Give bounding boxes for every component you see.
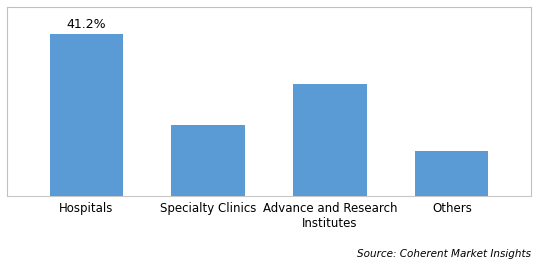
Bar (49, 34, 123, 196)
Bar (172, 125, 245, 196)
Text: 41.2%: 41.2% (66, 18, 106, 32)
Text: Source: Coherent Market Insights: Source: Coherent Market Insights (357, 249, 531, 259)
Bar (293, 84, 366, 196)
Bar (415, 151, 489, 196)
